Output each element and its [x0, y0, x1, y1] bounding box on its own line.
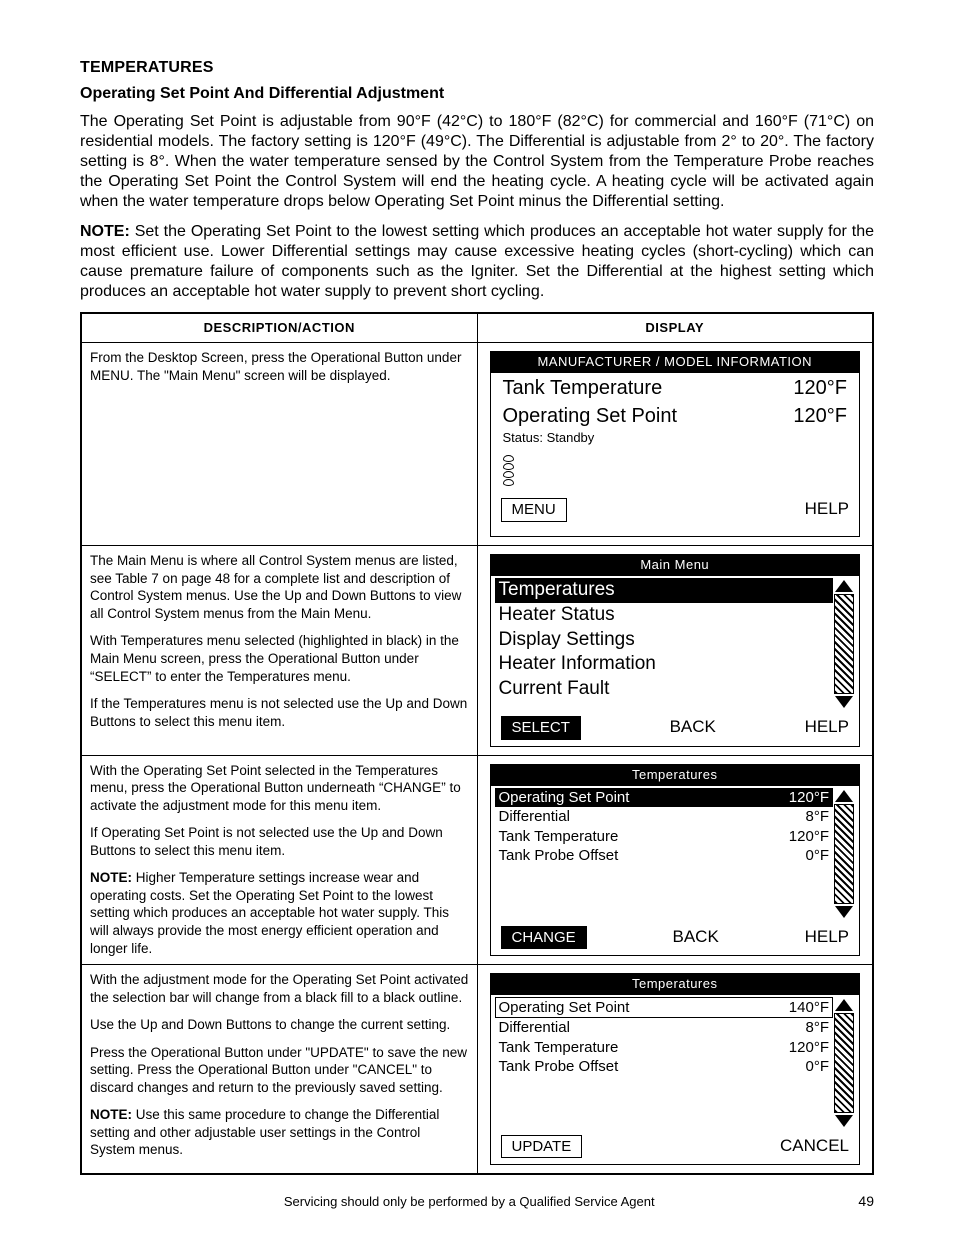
- help-button[interactable]: HELP: [805, 926, 849, 950]
- scroll-down-icon[interactable]: [835, 696, 853, 708]
- scroll-track: [834, 804, 854, 904]
- temp-item-tank-temp: Tank Temperature120°F: [499, 827, 830, 847]
- lcd-title: Main Menu: [491, 555, 860, 576]
- page-number: 49: [858, 1193, 874, 1211]
- help-button[interactable]: HELP: [805, 498, 849, 522]
- temp-item-differential[interactable]: Differential8°F: [499, 1018, 830, 1038]
- menu-item-heater-information[interactable]: Heater Information: [499, 652, 830, 677]
- osp-value: 120°F: [793, 403, 847, 429]
- intro-para: The Operating Set Point is adjustable fr…: [80, 112, 874, 212]
- back-button[interactable]: BACK: [672, 926, 718, 950]
- back-button[interactable]: BACK: [670, 716, 716, 740]
- temp-item-tank-temp: Tank Temperature120°F: [499, 1038, 830, 1058]
- temp-item-tank-offset[interactable]: Tank Probe Offset0°F: [499, 1057, 830, 1077]
- tank-temp-value: 120°F: [793, 375, 847, 401]
- desc-cell: With the adjustment mode for the Operati…: [81, 965, 477, 1175]
- desc-text: The Main Menu is where all Control Syste…: [90, 552, 469, 622]
- menu-item-display-settings[interactable]: Display Settings: [499, 628, 830, 653]
- note-label: NOTE:: [90, 1107, 132, 1122]
- display-cell: Temperatures Operating Set Point140°F Di…: [477, 965, 873, 1175]
- sub-title: Operating Set Point And Differential Adj…: [80, 84, 874, 104]
- scroll-track: [834, 594, 854, 694]
- section-title: TEMPERATURES: [80, 58, 874, 78]
- lcd-temperatures: Temperatures Operating Set Point120°F Di…: [490, 764, 861, 956]
- note-text: Higher Temperature settings increase wea…: [90, 870, 449, 955]
- scroll-up-icon[interactable]: [835, 999, 853, 1011]
- instruction-table: DESCRIPTION/ACTION DISPLAY From the Desk…: [80, 312, 874, 1175]
- scroll-bar[interactable]: [833, 580, 855, 708]
- note-label: NOTE:: [80, 223, 130, 240]
- desc-text: NOTE: Use this same procedure to change …: [90, 1106, 469, 1159]
- footer-text: Servicing should only be performed by a …: [284, 1194, 655, 1210]
- desc-text: If the Temperatures menu is not selected…: [90, 695, 469, 730]
- desc-text: With the adjustment mode for the Operati…: [90, 971, 469, 1006]
- table-row: From the Desktop Screen, press the Opera…: [81, 343, 873, 546]
- col-disp-header: DISPLAY: [477, 313, 873, 343]
- display-cell: Main Menu Temperatures Heater Status Dis…: [477, 546, 873, 755]
- menu-item-heater-status[interactable]: Heater Status: [499, 603, 830, 628]
- table-row: The Main Menu is where all Control Syste…: [81, 546, 873, 755]
- note-para: NOTE: Set the Operating Set Point to the…: [80, 222, 874, 302]
- update-button[interactable]: UPDATE: [501, 1135, 583, 1159]
- scroll-bar[interactable]: [833, 999, 855, 1127]
- desc-text: Press the Operational Button under "UPDA…: [90, 1044, 469, 1097]
- desc-cell: The Main Menu is where all Control Syste…: [81, 546, 477, 755]
- select-button[interactable]: SELECT: [501, 716, 581, 740]
- menu-button[interactable]: MENU: [501, 498, 567, 522]
- chain-icon: [503, 455, 848, 486]
- menu-item-temperatures[interactable]: Temperatures: [495, 578, 834, 603]
- temp-item-tank-offset[interactable]: Tank Probe Offset0°F: [499, 846, 830, 866]
- table-row: With the Operating Set Point selected in…: [81, 755, 873, 964]
- temp-item-osp[interactable]: Operating Set Point140°F: [495, 997, 834, 1019]
- help-button[interactable]: HELP: [805, 716, 849, 740]
- scroll-bar[interactable]: [833, 790, 855, 918]
- menu-item-current-fault[interactable]: Current Fault: [499, 677, 830, 702]
- scroll-track: [834, 1013, 854, 1113]
- desc-text: From the Desktop Screen, press the Opera…: [90, 349, 469, 384]
- note-text: Set the Operating Set Point to the lowes…: [80, 223, 874, 300]
- desc-text: With Temperatures menu selected (highlig…: [90, 632, 469, 685]
- tank-temp-label: Tank Temperature: [503, 375, 663, 401]
- desc-text: If Operating Set Point is not selected u…: [90, 824, 469, 859]
- desc-text: With the Operating Set Point selected in…: [90, 762, 469, 815]
- desc-cell: With the Operating Set Point selected in…: [81, 755, 477, 964]
- table-row: With the adjustment mode for the Operati…: [81, 965, 873, 1175]
- scroll-up-icon[interactable]: [835, 580, 853, 592]
- col-desc-header: DESCRIPTION/ACTION: [81, 313, 477, 343]
- scroll-up-icon[interactable]: [835, 790, 853, 802]
- lcd-title: Temperatures: [491, 974, 860, 995]
- status-line: Status: Standby: [503, 430, 848, 447]
- lcd-desktop: MANUFACTURER / MODEL INFORMATION Tank Te…: [490, 351, 861, 537]
- osp-label: Operating Set Point: [503, 403, 678, 429]
- desc-text: Use the Up and Down Buttons to change th…: [90, 1016, 469, 1034]
- cancel-button[interactable]: CANCEL: [780, 1135, 849, 1159]
- desc-text: NOTE: Higher Temperature settings increa…: [90, 869, 469, 957]
- desc-cell: From the Desktop Screen, press the Opera…: [81, 343, 477, 546]
- change-button[interactable]: CHANGE: [501, 926, 587, 950]
- note-label: NOTE:: [90, 870, 132, 885]
- lcd-title: MANUFACTURER / MODEL INFORMATION: [491, 352, 860, 373]
- temp-item-osp[interactable]: Operating Set Point120°F: [495, 788, 834, 808]
- lcd-main-menu: Main Menu Temperatures Heater Status Dis…: [490, 554, 861, 746]
- note-text: Use this same procedure to change the Di…: [90, 1107, 439, 1157]
- display-cell: Temperatures Operating Set Point120°F Di…: [477, 755, 873, 964]
- scroll-down-icon[interactable]: [835, 906, 853, 918]
- scroll-down-icon[interactable]: [835, 1115, 853, 1127]
- display-cell: MANUFACTURER / MODEL INFORMATION Tank Te…: [477, 343, 873, 546]
- page-footer: Servicing should only be performed by a …: [80, 1193, 874, 1211]
- lcd-temperatures-adjust: Temperatures Operating Set Point140°F Di…: [490, 973, 861, 1165]
- lcd-title: Temperatures: [491, 765, 860, 786]
- temp-item-differential[interactable]: Differential8°F: [499, 807, 830, 827]
